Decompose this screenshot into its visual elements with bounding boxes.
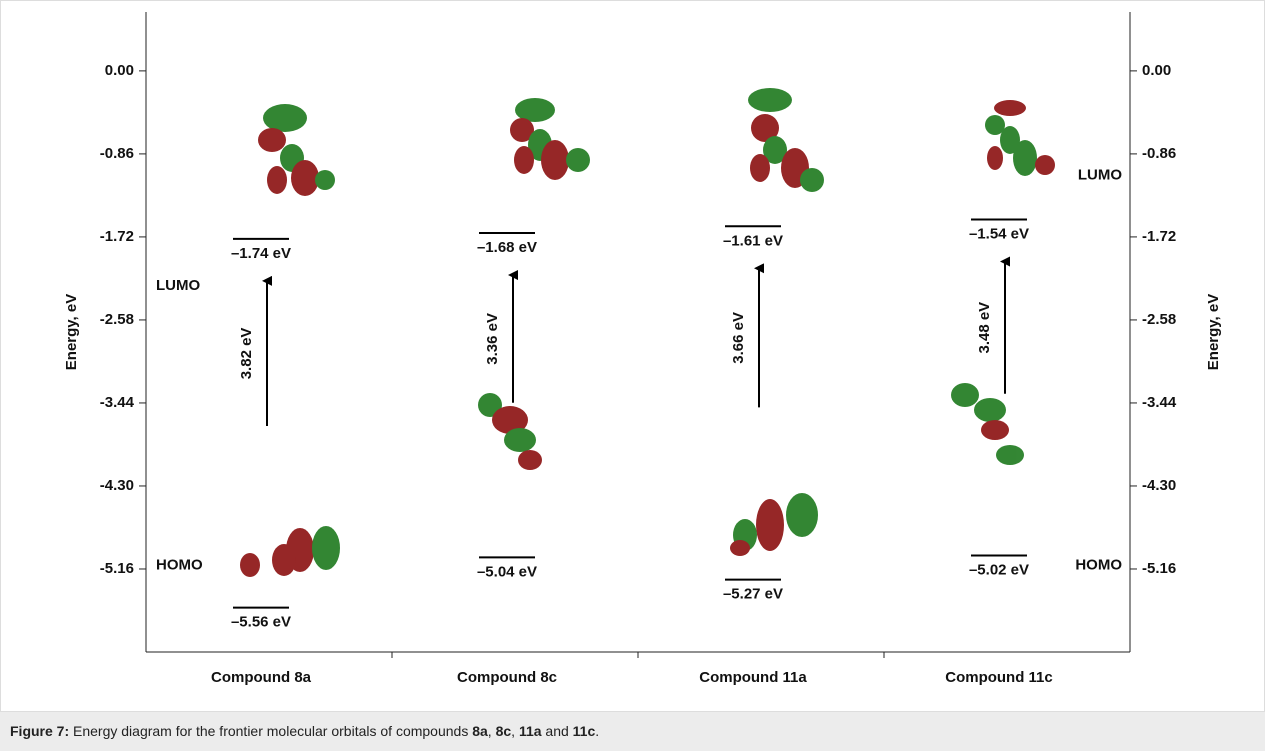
y2-tick-label: 0.00 — [1142, 62, 1171, 79]
level-label: –5.02 eV — [969, 561, 1029, 578]
y-tick-label: -2.58 — [100, 311, 134, 328]
caption: Figure 7: Energy diagram for the frontie… — [0, 712, 1265, 751]
caption-text: Energy diagram for the frontier molecula… — [73, 723, 599, 739]
y-tick-label: -1.72 — [100, 228, 134, 245]
x-tick-label: Compound 8a — [211, 669, 312, 686]
orbital-name: HOMO — [1075, 556, 1122, 573]
level-label: –5.56 eV — [231, 614, 291, 631]
figure: 0.00 0.00 -0.86 -0.86 -1.72 -1.72 -2.58 -2.58 -3… — [0, 0, 1265, 751]
caption-label: Figure 7: — [10, 723, 69, 739]
gap-label: 3.66 eV — [730, 312, 747, 364]
level-label: –1.61 eV — [723, 232, 783, 249]
caption-part: , — [488, 723, 496, 739]
caption-part: , — [511, 723, 519, 739]
caption-part: . — [595, 723, 599, 739]
orbital-name: LUMO — [1078, 167, 1122, 184]
y2-tick-label: -4.30 — [1142, 477, 1176, 494]
gap-label: 3.48 eV — [976, 302, 993, 354]
gap-label: 3.36 eV — [484, 313, 501, 365]
y2-axis-label: Energy, eV — [1205, 294, 1222, 370]
level-label: –1.54 eV — [969, 226, 1029, 243]
y2-tick-label: -2.58 — [1142, 311, 1176, 328]
y-tick-label: -3.44 — [100, 394, 135, 411]
x-tick-label: Compound 11a — [699, 669, 807, 686]
frame — [1, 1, 1265, 712]
caption-part: and — [542, 723, 573, 739]
y2-tick-label: -0.86 — [1142, 145, 1176, 162]
y-axis-label: Energy, eV — [63, 294, 80, 370]
level-label: –1.74 eV — [231, 245, 291, 262]
x-tick-label: Compound 11c — [945, 669, 1053, 686]
caption-part: 11a — [519, 723, 542, 739]
level-label: –1.68 eV — [477, 239, 537, 256]
y-tick-label: -4.30 — [100, 477, 134, 494]
y2-tick-label: -5.16 — [1142, 560, 1176, 577]
level-label: –5.04 eV — [477, 563, 537, 580]
orbital-name: HOMO — [156, 557, 203, 574]
caption-part: 8a — [472, 723, 488, 739]
orbital-name: LUMO — [156, 277, 200, 294]
y-tick-label: 0.00 — [105, 62, 134, 79]
level-label: –5.27 eV — [723, 586, 783, 603]
y2-tick-label: -3.44 — [1142, 394, 1177, 411]
y-tick-label: -0.86 — [100, 145, 134, 162]
gap-label: 3.82 eV — [238, 328, 255, 380]
y2-tick-label: -1.72 — [1142, 228, 1176, 245]
caption-part: 8c — [496, 723, 512, 739]
chart: 0.00 0.00 -0.86 -0.86 -1.72 -1.72 -2.58 -2.58 -3… — [0, 0, 1265, 712]
y-tick-label: -5.16 — [100, 560, 134, 577]
caption-part: Energy diagram for the frontier molecula… — [73, 723, 472, 739]
x-tick-label: Compound 8c — [457, 669, 557, 686]
caption-part: 11c — [573, 723, 596, 739]
